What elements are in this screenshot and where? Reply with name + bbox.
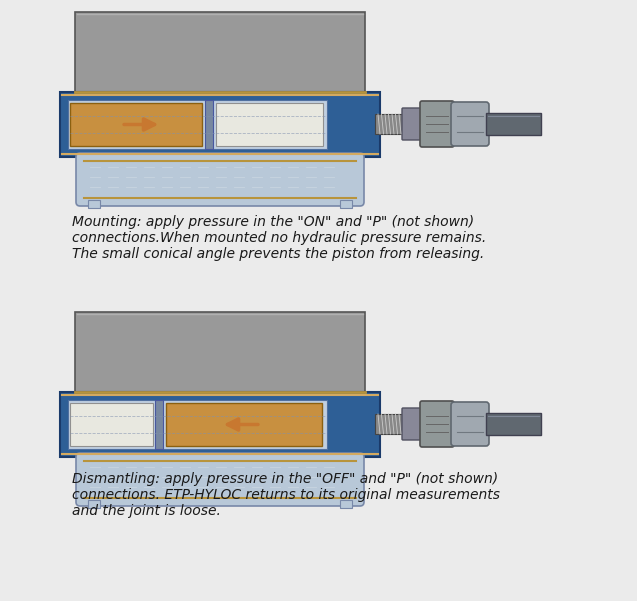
Text: connections.When mounted no hydraulic pressure remains.: connections.When mounted no hydraulic pr… [72, 231, 486, 245]
Bar [486, 413, 541, 435]
Bar [340, 200, 352, 208]
FancyBboxPatch shape [451, 402, 489, 446]
Text: Mounting: apply pressure in the "ON" and "P" (not shown): Mounting: apply pressure in the "ON" and… [72, 215, 474, 229]
Bar [375, 414, 403, 434]
FancyBboxPatch shape [451, 102, 489, 146]
FancyBboxPatch shape [76, 453, 364, 506]
Bar [217, 103, 323, 146]
Bar [70, 103, 203, 146]
Text: Dismantling: apply pressure in the "OFF" and "P" (not shown): Dismantling: apply pressure in the "OFF"… [72, 472, 498, 486]
FancyBboxPatch shape [75, 12, 365, 92]
FancyBboxPatch shape [420, 401, 454, 447]
Bar [206, 100, 213, 149]
Text: The small conical angle prevents the piston from releasing.: The small conical angle prevents the pis… [72, 247, 484, 261]
Bar [155, 400, 162, 449]
Bar [375, 114, 403, 134]
Bar [70, 403, 153, 446]
FancyBboxPatch shape [76, 153, 364, 206]
Bar [60, 392, 380, 457]
Bar [340, 500, 352, 508]
Text: connections. ETP-HYLOC returns to its original measurements: connections. ETP-HYLOC returns to its or… [72, 488, 500, 502]
Bar [166, 403, 322, 446]
Bar [88, 500, 100, 508]
Text: and the joint is loose.: and the joint is loose. [72, 504, 221, 518]
Bar [68, 400, 327, 449]
FancyBboxPatch shape [402, 408, 422, 440]
FancyBboxPatch shape [402, 108, 422, 140]
FancyBboxPatch shape [75, 312, 365, 392]
Bar [486, 113, 541, 135]
Bar [88, 200, 100, 208]
Bar [60, 92, 380, 157]
FancyBboxPatch shape [420, 101, 454, 147]
Bar [68, 100, 327, 149]
